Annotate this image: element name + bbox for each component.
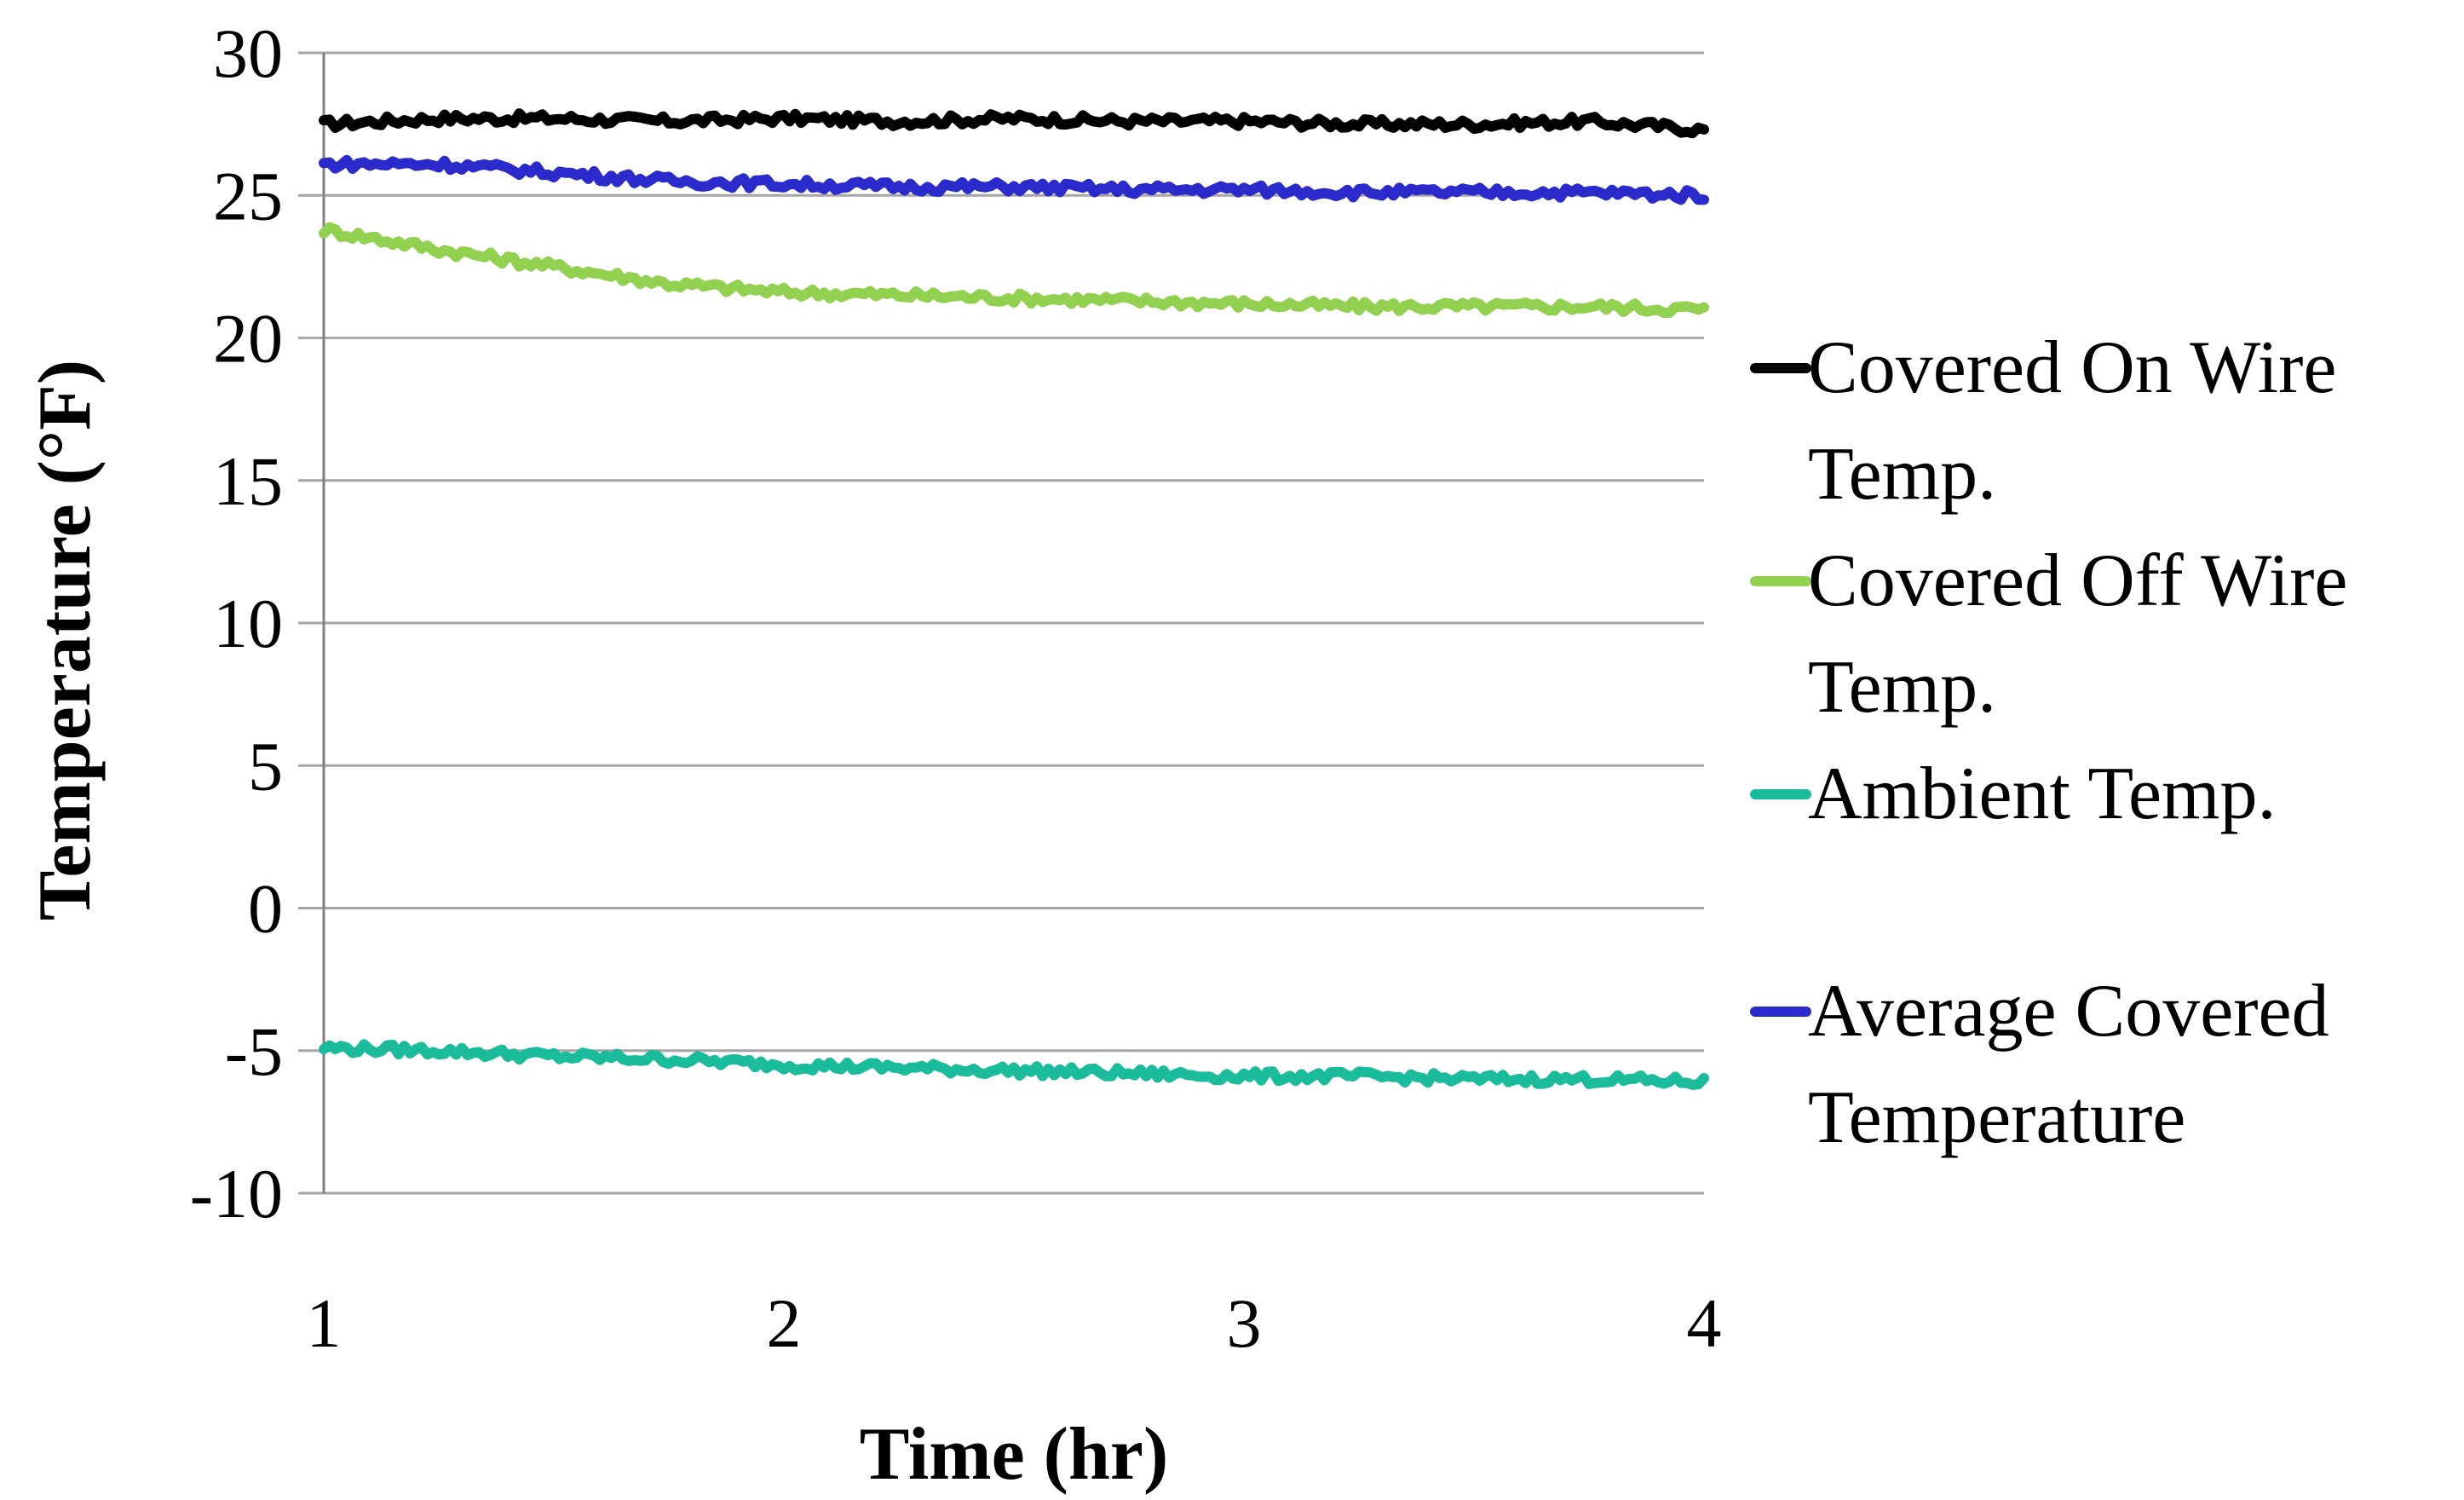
x-tick-label: 3	[1227, 1284, 1262, 1362]
legend-label-line2: Temp.	[1808, 433, 1996, 516]
x-tick-label: 1	[307, 1284, 342, 1362]
legend-label-line2: Temperature	[1808, 1076, 2185, 1159]
x-axis-tick-labels: 1 2 3 4	[307, 1284, 1722, 1362]
legend-label: Covered On Wire	[1808, 326, 2336, 409]
y-tick-label: 20	[213, 300, 283, 378]
x-axis-title: Time (hr)	[860, 1413, 1169, 1496]
gridlines	[298, 51, 1704, 1195]
y-tick-label: 25	[213, 157, 283, 234]
series-line-4	[319, 154, 1709, 205]
x-tick-label: 2	[767, 1284, 802, 1362]
y-tick-label: 30	[213, 14, 283, 92]
y-tick-label: 15	[213, 442, 283, 520]
series-line-3	[319, 1039, 1709, 1090]
y-tick-label: 0	[248, 870, 283, 948]
legend-label: Average Covered	[1808, 970, 2329, 1053]
y-axis-tick-labels: 30 25 20 15 10 5 0 -5 -10	[190, 14, 283, 1232]
y-tick-label: 10	[213, 585, 283, 662]
y-tick-label: -10	[190, 1155, 283, 1232]
y-axis-title: Temperature (°F)	[24, 360, 107, 920]
series-line-1	[319, 108, 1709, 139]
legend-label-line2: Temp.	[1808, 646, 1996, 729]
legend-label: Covered Off Wire	[1808, 539, 2347, 622]
legend-label: Ambient Temp.	[1808, 753, 2276, 835]
series-line-2	[319, 222, 1709, 319]
y-tick-label: -5	[225, 1012, 283, 1090]
plot-area	[319, 108, 1709, 1090]
legend: Covered On Wire Temp. Covered Off Wire Temp…	[1750, 326, 2347, 1159]
x-tick-label: 4	[1687, 1284, 1722, 1362]
y-tick-label: 5	[248, 727, 283, 805]
